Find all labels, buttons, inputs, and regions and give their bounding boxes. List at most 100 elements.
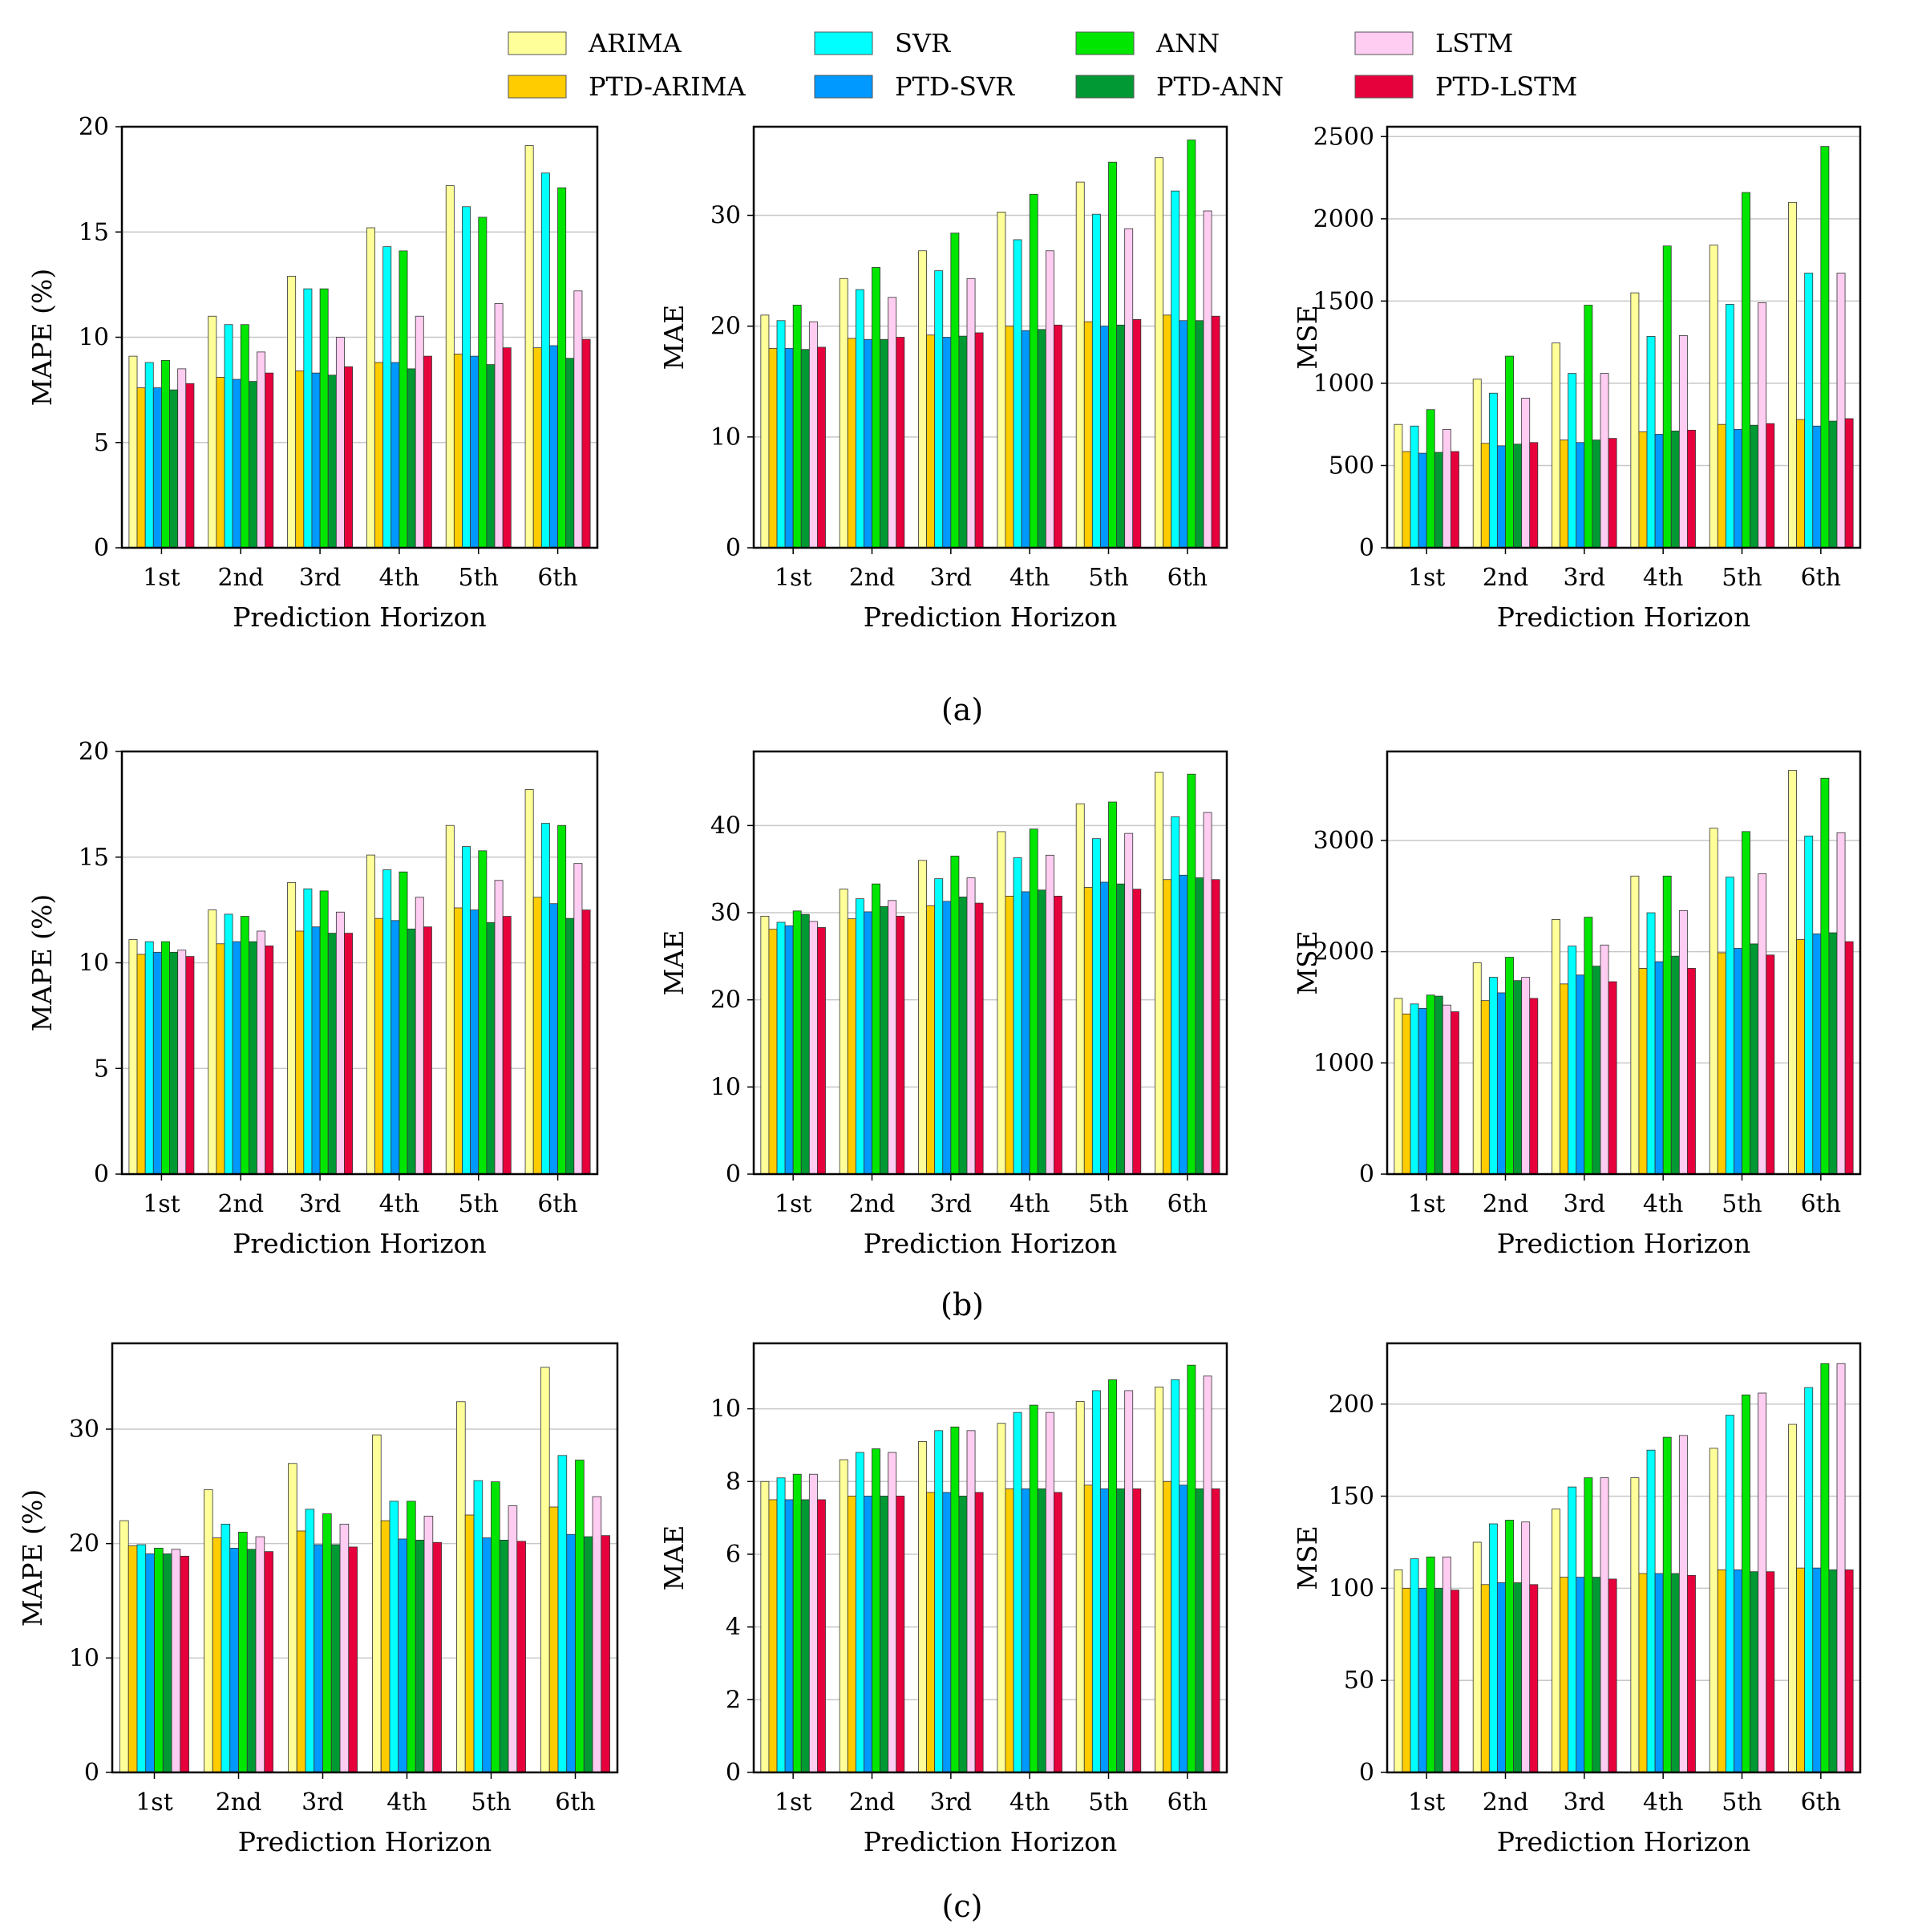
x-tick-label: 6th (1801, 1190, 1841, 1218)
y-tick-label: 0 (94, 534, 109, 562)
bar-ptd-lstm-3rd (974, 902, 984, 1175)
bar-ptd-ann-2nd (1513, 980, 1523, 1175)
bar-ptd-lstm-5th (502, 347, 512, 549)
plot-frame (1386, 750, 1862, 1176)
bar-ann-3rd (1584, 305, 1593, 549)
bar-ptd-lstm-4th (1687, 429, 1696, 549)
bar-arima-1st (128, 355, 138, 549)
bar-ptd-arima-1st (1402, 451, 1411, 549)
bar-ptd-svr-1st (152, 387, 162, 549)
bar-arima-4th (997, 1423, 1006, 1773)
bar-ptd-arima-2nd (847, 1496, 856, 1773)
bar-ann-5th (1742, 1394, 1750, 1773)
bar-ptd-svr-6th (549, 903, 558, 1175)
bar-ptd-svr-6th (549, 345, 558, 549)
bar-ann-1st (1426, 409, 1435, 549)
bar-ptd-arima-6th (1796, 419, 1806, 549)
x-tick-label: 1st (775, 1788, 812, 1817)
bar-ptd-svr-6th (1179, 874, 1188, 1175)
x-tick-label: 2nd (1483, 1190, 1529, 1218)
bar-lstm-6th (1836, 1363, 1846, 1773)
bar-svr-4th (1646, 1449, 1656, 1773)
bar-ann-5th (478, 850, 488, 1175)
bar-ptd-svr-1st (145, 1553, 155, 1773)
bar-ptd-svr-6th (1812, 425, 1822, 549)
bar-svr-3rd (934, 270, 944, 549)
bar-ptd-ann-4th (415, 1539, 425, 1773)
y-tick-label: 2000 (1313, 205, 1374, 233)
legend-label: SVR (895, 28, 951, 59)
bar-ann-5th (478, 217, 488, 549)
bar-ptd-lstm-2nd (896, 1496, 905, 1773)
bar-ptd-svr-2nd (1497, 992, 1506, 1175)
bar-lstm-3rd (1600, 373, 1609, 549)
x-tick-label: 3rd (301, 1788, 344, 1817)
bar-lstm-3rd (966, 1430, 976, 1773)
bar-ptd-arima-5th (1083, 887, 1093, 1175)
bar-arima-1st (119, 1520, 129, 1773)
bar-ptd-lstm-1st (817, 346, 826, 549)
bar-ptd-svr-2nd (232, 941, 241, 1175)
bar-ptd-svr-1st (1418, 1587, 1427, 1773)
bar-svr-5th (1091, 838, 1101, 1175)
bar-ptd-svr-4th (1021, 1488, 1030, 1773)
bar-ptd-arima-1st (1402, 1587, 1411, 1773)
x-tick-label: 6th (1167, 1190, 1208, 1218)
x-axis-label: Prediction Horizon (1497, 1826, 1751, 1857)
bar-arima-2nd (839, 1459, 848, 1773)
x-tick-label: 5th (1722, 1190, 1762, 1218)
x-tick-label: 1st (1408, 1788, 1446, 1817)
y-tick-label: 20 (710, 313, 741, 341)
bar-ptd-lstm-2nd (896, 337, 905, 549)
bar-ptd-lstm-6th (581, 338, 591, 549)
bar-ptd-ann-2nd (880, 1496, 889, 1773)
bar-svr-6th (1804, 836, 1814, 1175)
bar-svr-3rd (934, 1430, 944, 1773)
plot-frame (752, 750, 1228, 1176)
bar-arima-3rd (1552, 342, 1560, 549)
bar-arima-3rd (918, 860, 927, 1175)
bar-ann-6th (1187, 140, 1196, 549)
bar-ptd-arima-1st (136, 387, 146, 549)
bar-ptd-arima-4th (1638, 431, 1648, 549)
y-tick-label: 100 (1329, 1574, 1374, 1602)
bar-ptd-svr-4th (398, 1538, 407, 1773)
bar-ptd-ann-1st (169, 951, 179, 1175)
bar-ptd-ann-3rd (327, 933, 337, 1175)
bar-arima-5th (1709, 1448, 1718, 1773)
bar-ptd-arima-6th (532, 347, 542, 549)
bar-ptd-lstm-2nd (1529, 1584, 1539, 1773)
x-tick-label: 4th (1643, 1788, 1683, 1817)
y-tick-label: 10 (710, 1073, 741, 1101)
bar-ptd-svr-1st (784, 347, 794, 549)
chart-c-mse: 1st 2nd 3rd 4th 5th 6th 0 50 100 150 200 Prediction… (1292, 1342, 1862, 1857)
bar-ptd-ann-2nd (880, 338, 889, 549)
bar-ann-4th (1662, 245, 1672, 549)
bar-lstm-1st (808, 921, 818, 1175)
plot-frame (1386, 125, 1862, 549)
bar-ptd-ann-5th (486, 364, 496, 549)
x-tick-label: 2nd (217, 564, 264, 592)
bar-ptd-arima-3rd (926, 1492, 936, 1773)
bar-arima-6th (524, 789, 534, 1175)
y-axis-label: MAE (658, 1525, 690, 1591)
bar-lstm-2nd (888, 1452, 897, 1773)
bar-arima-5th (1709, 245, 1718, 549)
bar-ptd-svr-4th (1021, 330, 1030, 549)
bar-ptd-lstm-3rd (1608, 438, 1617, 549)
bar-lstm-2nd (1521, 977, 1531, 1175)
bar-lstm-1st (171, 1549, 181, 1773)
bar-ptd-arima-4th (1638, 968, 1648, 1175)
bar-ptd-svr-6th (566, 1533, 576, 1773)
bar-lstm-5th (1124, 1390, 1134, 1773)
bar-ann-6th (1820, 777, 1830, 1175)
x-tick-label: 3rd (299, 1190, 342, 1218)
bar-ptd-svr-4th (1654, 1573, 1664, 1773)
bar-svr-2nd (224, 913, 233, 1175)
bar-ann-2nd (240, 324, 249, 549)
bar-lstm-5th (494, 880, 504, 1175)
bar-ptd-ann-6th (1828, 1569, 1838, 1773)
y-tick-label: 0 (94, 1160, 109, 1189)
